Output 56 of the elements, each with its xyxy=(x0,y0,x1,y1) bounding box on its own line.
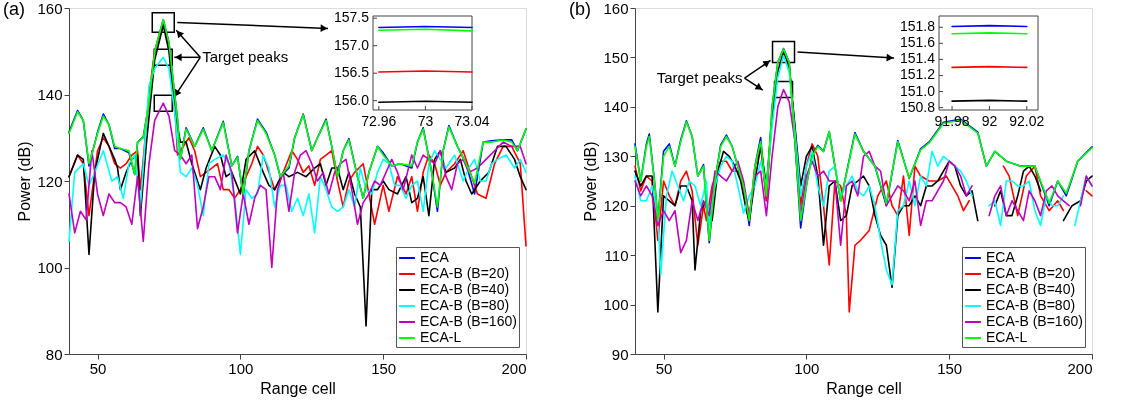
x-tick-label: 100 xyxy=(228,359,254,377)
y-tick-label: 160 xyxy=(37,0,63,17)
x-tick-label: 50 xyxy=(89,359,107,377)
x-axis-title: Range cell xyxy=(260,379,336,397)
x-tick-label: 73.04 xyxy=(454,113,490,129)
x-tick-label: 150 xyxy=(937,359,963,377)
y-tick-label: 120 xyxy=(603,197,629,215)
chart-title: (a) xyxy=(2,0,25,19)
legend-label: ECA-B (B=160) xyxy=(986,313,1083,329)
legend-label: ECA-B (B=40) xyxy=(420,281,510,297)
x-tick-label: 50 xyxy=(655,359,673,377)
legend-label: ECA-B (B=160) xyxy=(420,313,517,329)
x-tick-label: 200 xyxy=(1067,359,1093,377)
annotation: Target peaks xyxy=(202,48,289,66)
y-axis-title: Power (dB) xyxy=(582,141,600,222)
x-tick-label: 150 xyxy=(371,359,397,377)
x-tick-label: 100 xyxy=(794,359,820,377)
y-tick-label: 90 xyxy=(611,345,629,363)
y-tick-label: 151.2 xyxy=(899,66,936,83)
y-tick-label: 156.5 xyxy=(333,64,370,81)
x-tick-label: 73 xyxy=(417,113,434,129)
y-tick-label: 151.6 xyxy=(899,34,936,51)
y-tick-label: 157.0 xyxy=(333,36,370,53)
chart-title: (b) xyxy=(568,0,591,19)
y-tick-label: 120 xyxy=(37,172,63,190)
y-tick-label: 140 xyxy=(603,98,629,116)
y-tick-label: 100 xyxy=(603,296,629,314)
legend-label: ECA-B (B=80) xyxy=(420,297,510,313)
legend-label: ECA xyxy=(420,249,450,265)
y-tick-label: 150 xyxy=(603,48,629,66)
legend-label: ECA-B (B=40) xyxy=(986,281,1076,297)
x-tick-label: 92 xyxy=(981,113,998,129)
y-tick-label: 80 xyxy=(45,345,63,363)
y-tick-label: 151.8 xyxy=(899,18,936,35)
x-tick-label: 200 xyxy=(501,359,527,377)
annotation: Target peaks xyxy=(656,69,743,87)
y-tick-label: 151.0 xyxy=(899,82,936,99)
y-tick-label: 157.5 xyxy=(333,9,370,26)
y-tick-label: 156.0 xyxy=(333,91,370,108)
x-tick-label: 72.96 xyxy=(361,113,397,129)
y-tick-label: 151.4 xyxy=(899,50,936,67)
legend-label: ECA-L xyxy=(420,329,462,345)
y-tick-label: 160 xyxy=(603,0,629,17)
y-tick-label: 150.8 xyxy=(899,98,936,115)
x-tick-label: 92.02 xyxy=(1009,113,1045,129)
x-axis-title: Range cell xyxy=(826,379,902,397)
legend-label: ECA-B (B=80) xyxy=(986,297,1076,313)
y-tick-label: 110 xyxy=(604,246,629,264)
legend-label: ECA-B (B=20) xyxy=(420,265,510,281)
y-axis-title: Power (dB) xyxy=(16,141,34,222)
y-tick-label: 130 xyxy=(603,147,629,165)
legend-label: ECA-L xyxy=(986,329,1028,345)
y-tick-label: 140 xyxy=(37,86,63,103)
legend-label: ECA xyxy=(986,249,1016,265)
legend-label: ECA-B (B=20) xyxy=(986,265,1076,281)
y-tick-label: 100 xyxy=(37,259,63,276)
